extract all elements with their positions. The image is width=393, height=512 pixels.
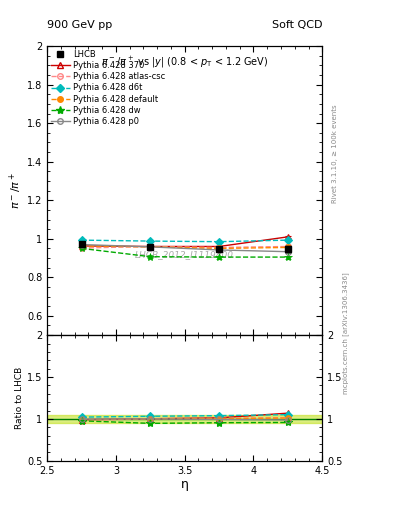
Text: Soft QCD: Soft QCD (272, 20, 322, 30)
Text: 900 GeV pp: 900 GeV pp (47, 20, 112, 30)
Text: Rivet 3.1.10, ≥ 100k events: Rivet 3.1.10, ≥ 100k events (332, 104, 338, 203)
Legend: LHCB, Pythia 6.428 370, Pythia 6.428 atlas-csc, Pythia 6.428 d6t, Pythia 6.428 d: LHCB, Pythia 6.428 370, Pythia 6.428 atl… (50, 49, 167, 127)
Y-axis label: Ratio to LHCB: Ratio to LHCB (15, 367, 24, 429)
Text: mcplots.cern.ch [arXiv:1306.3436]: mcplots.cern.ch [arXiv:1306.3436] (342, 272, 349, 394)
Y-axis label: $\pi^-/\pi^+$: $\pi^-/\pi^+$ (8, 172, 24, 209)
Text: $\pi^-/\pi^+$ vs $|y|$ (0.8 < $p_\mathrm{T}$ < 1.2 GeV): $\pi^-/\pi^+$ vs $|y|$ (0.8 < $p_\mathrm… (101, 55, 268, 70)
Bar (47, 415, 322, 423)
Text: LHCB_2012_I1119400: LHCB_2012_I1119400 (135, 250, 234, 259)
X-axis label: η: η (181, 478, 189, 492)
